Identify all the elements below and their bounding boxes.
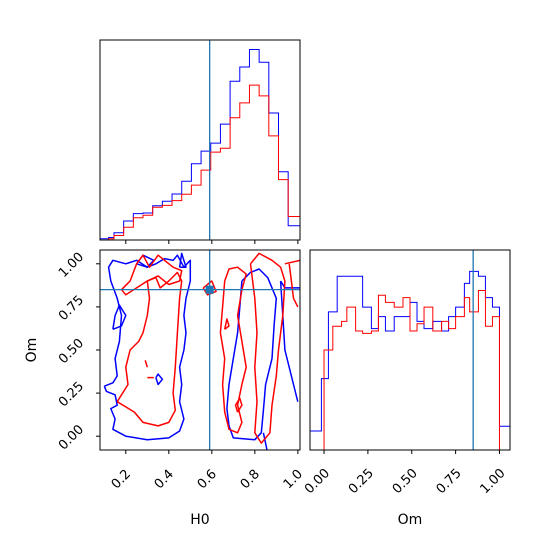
- contour-y-tick-label-1: 0.25: [56, 379, 87, 410]
- h0-histogram-ticks: [125, 240, 299, 244]
- contour-truth-marker: [205, 285, 214, 294]
- contour-x-tick-label-0: 0.2: [109, 467, 134, 492]
- contour-line-0-0: [103, 254, 192, 441]
- contour-line-0-2: [155, 373, 164, 386]
- contour-line-1-8: [249, 252, 286, 444]
- contour-line-1-9: [284, 259, 300, 265]
- contour-y-axis-label: Om: [24, 338, 40, 363]
- contour-x-ticks: 0.2 0.4 0.6 0.8 1.0: [109, 450, 306, 492]
- contour-y-ticks: 0.00 0.25 0.50 0.75 1.00: [56, 250, 100, 453]
- contour-panel: 0.2 0.4 0.6 0.8 1.0 0.000.250.500.751.00 H0 …: [24, 249, 306, 528]
- om-histogram-step-0: [309, 270, 510, 450]
- contour-series: [103, 252, 300, 450]
- contour-line-1-0: [116, 271, 183, 427]
- contour-line-0-4: [178, 252, 187, 268]
- h0-histogram-panel: [99, 39, 301, 244]
- contour-line-0-5: [226, 268, 278, 441]
- h0-histogram-step-1: [100, 84, 300, 241]
- om-histogram-x-tick-label-4: 1.00: [477, 466, 508, 497]
- h0-histogram-step-0: [99, 49, 300, 240]
- contour-line-1-10: [288, 263, 299, 308]
- om-histogram-x-tick-label-2: 0.50: [390, 466, 421, 497]
- om-histogram-x-tick-label-3: 0.75: [434, 466, 465, 497]
- om-histogram-x-tick-label-1: 0.25: [346, 466, 377, 497]
- contour-x-tick-label-3: 0.8: [238, 467, 263, 492]
- contour-line-1-1: [120, 254, 183, 296]
- contour-line-0-7: [279, 280, 300, 289]
- contour-line-1-7: [223, 318, 230, 330]
- om-histogram-x-axis-label: Om: [398, 512, 423, 528]
- contour-y-tick-label-3: 0.75: [56, 293, 87, 324]
- om-histogram-frame: [309, 249, 511, 451]
- om-histogram-panel: 0.00 0.25 0.50 0.75 1.00 Om: [302, 249, 511, 528]
- contour-x-tick-label-4: 1.0: [281, 467, 306, 492]
- h0-histogram-frame: [99, 39, 301, 241]
- om-histogram-series: [309, 270, 510, 450]
- contour-x-tick-label-2: 0.6: [195, 467, 220, 492]
- contour-line-1-5: [219, 266, 247, 434]
- contour-x-axis-label: H0: [190, 512, 209, 528]
- contour-line-1-2: [144, 360, 149, 368]
- contour-y-tick-label-4: 1.00: [56, 250, 87, 281]
- om-histogram-x-tick-label-0: 0.00: [302, 466, 333, 497]
- contour-x-tick-label-1: 0.4: [152, 467, 177, 492]
- h0-histogram-series: [99, 49, 300, 241]
- contour-line-1-6: [234, 397, 243, 413]
- om-histogram-step-1: [323, 289, 500, 450]
- contour-y-tick-label-2: 0.50: [56, 336, 87, 367]
- contour-y-tick-label-0: 0.00: [56, 422, 87, 453]
- om-histogram-x-ticks: 0.00 0.25 0.50 0.75 1.00: [302, 450, 509, 497]
- contour-line-0-1: [112, 304, 127, 330]
